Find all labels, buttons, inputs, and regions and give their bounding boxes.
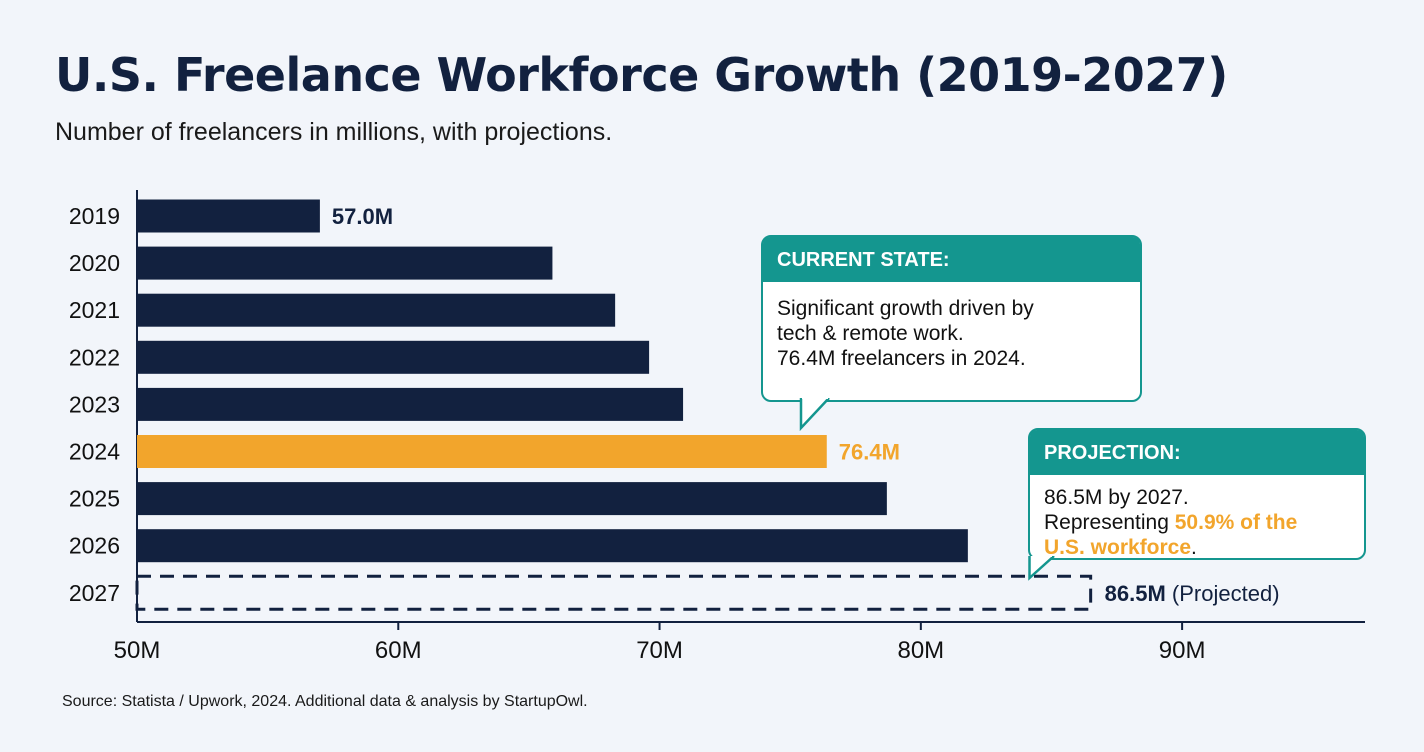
data-label-2027: 86.5M (Projected) xyxy=(1105,581,1280,606)
callout-line: tech & remote work. xyxy=(777,322,964,345)
bar-2026 xyxy=(137,529,968,563)
data-label-2019: 57.0M xyxy=(332,204,393,229)
y-tick-label: 2025 xyxy=(69,486,120,512)
x-tick-label: 60M xyxy=(375,637,422,664)
y-tick-label: 2024 xyxy=(69,439,120,465)
bar-2027-projected xyxy=(135,574,1093,611)
callout-highlight: 50.9% of the xyxy=(1174,511,1298,534)
bar-2023 xyxy=(137,387,684,421)
callout-text: Representing xyxy=(1044,511,1175,534)
callout-heading: PROJECTION: xyxy=(1030,430,1364,475)
y-tick-label: 2027 xyxy=(69,580,120,606)
x-tick-label: 90M xyxy=(1159,637,1206,664)
y-tick-label: 2019 xyxy=(69,203,120,229)
y-tick-label: 2022 xyxy=(69,344,120,370)
source-note: Source: Statista / Upwork, 2024. Additio… xyxy=(62,693,588,710)
callout-line: 86.5M by 2027. xyxy=(1044,486,1189,509)
y-tick-label: 2020 xyxy=(69,250,120,276)
bar-2025 xyxy=(137,482,887,516)
callout-pointer xyxy=(1027,556,1055,581)
data-label-2024: 76.4M xyxy=(839,440,900,465)
callout-pointer xyxy=(799,398,830,432)
bar-2021 xyxy=(137,293,616,327)
x-tick-label: 50M xyxy=(114,637,161,664)
bar-2020 xyxy=(137,246,553,280)
callout-text: . xyxy=(1191,536,1197,559)
callout-line: 76.4M freelancers in 2024. xyxy=(777,347,1026,370)
bar-2019 xyxy=(137,199,320,233)
callout-highlight: U.S. workforce xyxy=(1044,536,1192,559)
y-tick-label: 2021 xyxy=(69,297,120,323)
chart-subtitle: Number of freelancers in millions, with … xyxy=(55,118,613,146)
callout-current-state: CURRENT STATE: Significant growth driven… xyxy=(761,235,1142,432)
callout-heading: CURRENT STATE: xyxy=(763,237,1140,282)
projected-suffix: (Projected) xyxy=(1166,581,1280,606)
x-tick-label: 80M xyxy=(897,637,944,664)
chart-title: U.S. Freelance Workforce Growth (2019-20… xyxy=(55,48,1228,102)
bar-2022 xyxy=(137,340,650,374)
callout-line: Significant growth driven by xyxy=(777,297,1034,320)
callout-projection: PROJECTION: 86.5M by 2027. Representing … xyxy=(1027,428,1366,581)
y-tick-label: 2023 xyxy=(69,391,120,417)
y-tick-label: 2026 xyxy=(69,533,120,559)
x-tick-label: 70M xyxy=(636,637,683,664)
bar-2024 xyxy=(137,435,827,468)
